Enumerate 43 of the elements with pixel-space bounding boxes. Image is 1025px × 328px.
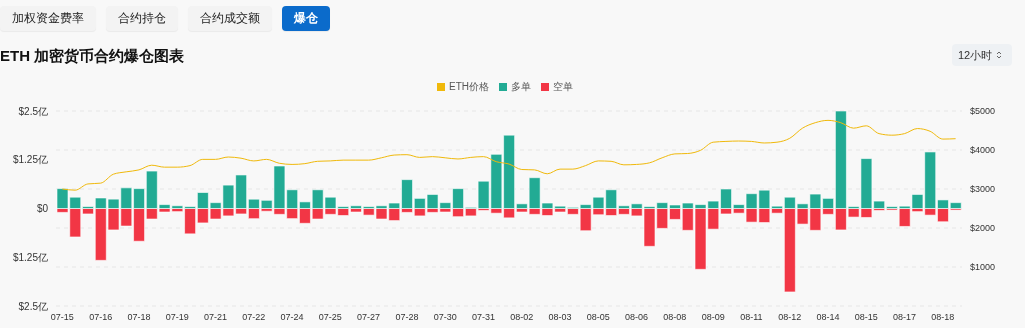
x-tick-label: 07-22 [242, 312, 266, 323]
text: 加权资金费率 [0, 6, 96, 31]
y-tick-label: $1.25亿 [12, 251, 48, 263]
x-tick-label: 08-14 [816, 312, 840, 323]
x-tick-label: 08-09 [701, 312, 725, 323]
x-tick-label: 08-18 [931, 312, 955, 323]
y2-tick-label: $3000 [970, 184, 996, 195]
legend-label: ETH价格 [449, 81, 489, 92]
x-tick-label: 07-25 [318, 312, 342, 323]
chart-title: ETH 加密货币合约爆仓图表 [0, 47, 185, 66]
x-tick-label: 08-15 [854, 312, 878, 323]
y-tick-label: $1.25亿 [12, 154, 48, 166]
x-tick-label: 08-12 [778, 312, 802, 323]
x-tick-label: 07-27 [357, 312, 381, 323]
x-tick-label: 08-06 [625, 312, 649, 323]
x-tick-label: 07-28 [395, 312, 419, 323]
x-tick-label: 07-19 [165, 312, 189, 323]
y-tick-label: $0 [36, 203, 49, 215]
y2-tick-label: $4000 [970, 145, 996, 156]
text: 合约成交额 [188, 6, 272, 31]
y2-tick-label: $2000 [970, 223, 996, 234]
x-tick-label: 07-30 [433, 312, 457, 323]
x-tick-label: 07-16 [89, 312, 113, 323]
x-tick-label: 08-05 [586, 312, 610, 323]
x-tick-label: 08-03 [548, 312, 572, 323]
y2-tick-label: $1000 [970, 262, 996, 273]
x-tick-label: 08-02 [510, 312, 534, 323]
x-tick-label: 07-15 [50, 312, 74, 323]
text: 12小时 [958, 47, 993, 63]
x-tick-label: 07-24 [280, 312, 304, 323]
y-tick-label: $2.5亿 [18, 300, 48, 312]
x-tick-label: 07-18 [127, 312, 151, 323]
text: 爆仓 [282, 6, 330, 31]
x-tick-label: 08-11 [740, 312, 763, 323]
x-tick-label: 08-17 [893, 312, 917, 323]
x-tick-label: 08-08 [663, 312, 687, 323]
text: 合约持仓 [106, 6, 178, 31]
legend-label: 多单 [511, 81, 531, 92]
x-tick-label: 07-21 [203, 312, 228, 323]
y-tick-label: $2.5亿 [18, 105, 48, 117]
x-tick-label: 07-31 [471, 312, 495, 323]
legend-label: 空单 [553, 81, 573, 92]
y2-tick-label: $5000 [970, 106, 996, 117]
